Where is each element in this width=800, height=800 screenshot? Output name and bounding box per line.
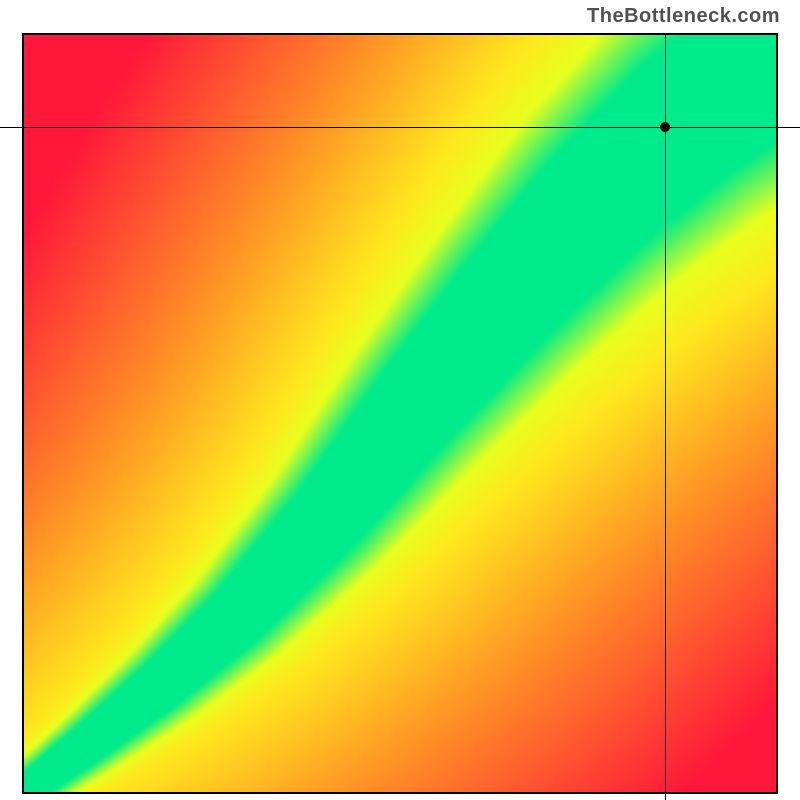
watermark-text: TheBottleneck.com	[587, 5, 780, 28]
heatmap-container	[24, 35, 776, 792]
heatmap-canvas	[24, 35, 776, 792]
crosshair-vertical	[665, 35, 666, 800]
crosshair-horizontal	[0, 127, 800, 128]
crosshair-marker	[660, 122, 670, 132]
